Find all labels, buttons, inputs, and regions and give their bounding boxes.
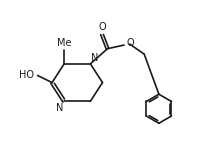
Text: O: O bbox=[98, 22, 106, 32]
Text: N: N bbox=[91, 53, 99, 63]
Text: Me: Me bbox=[57, 39, 71, 49]
Text: HO: HO bbox=[19, 71, 34, 80]
Text: O: O bbox=[127, 38, 134, 48]
Text: N: N bbox=[56, 103, 63, 113]
